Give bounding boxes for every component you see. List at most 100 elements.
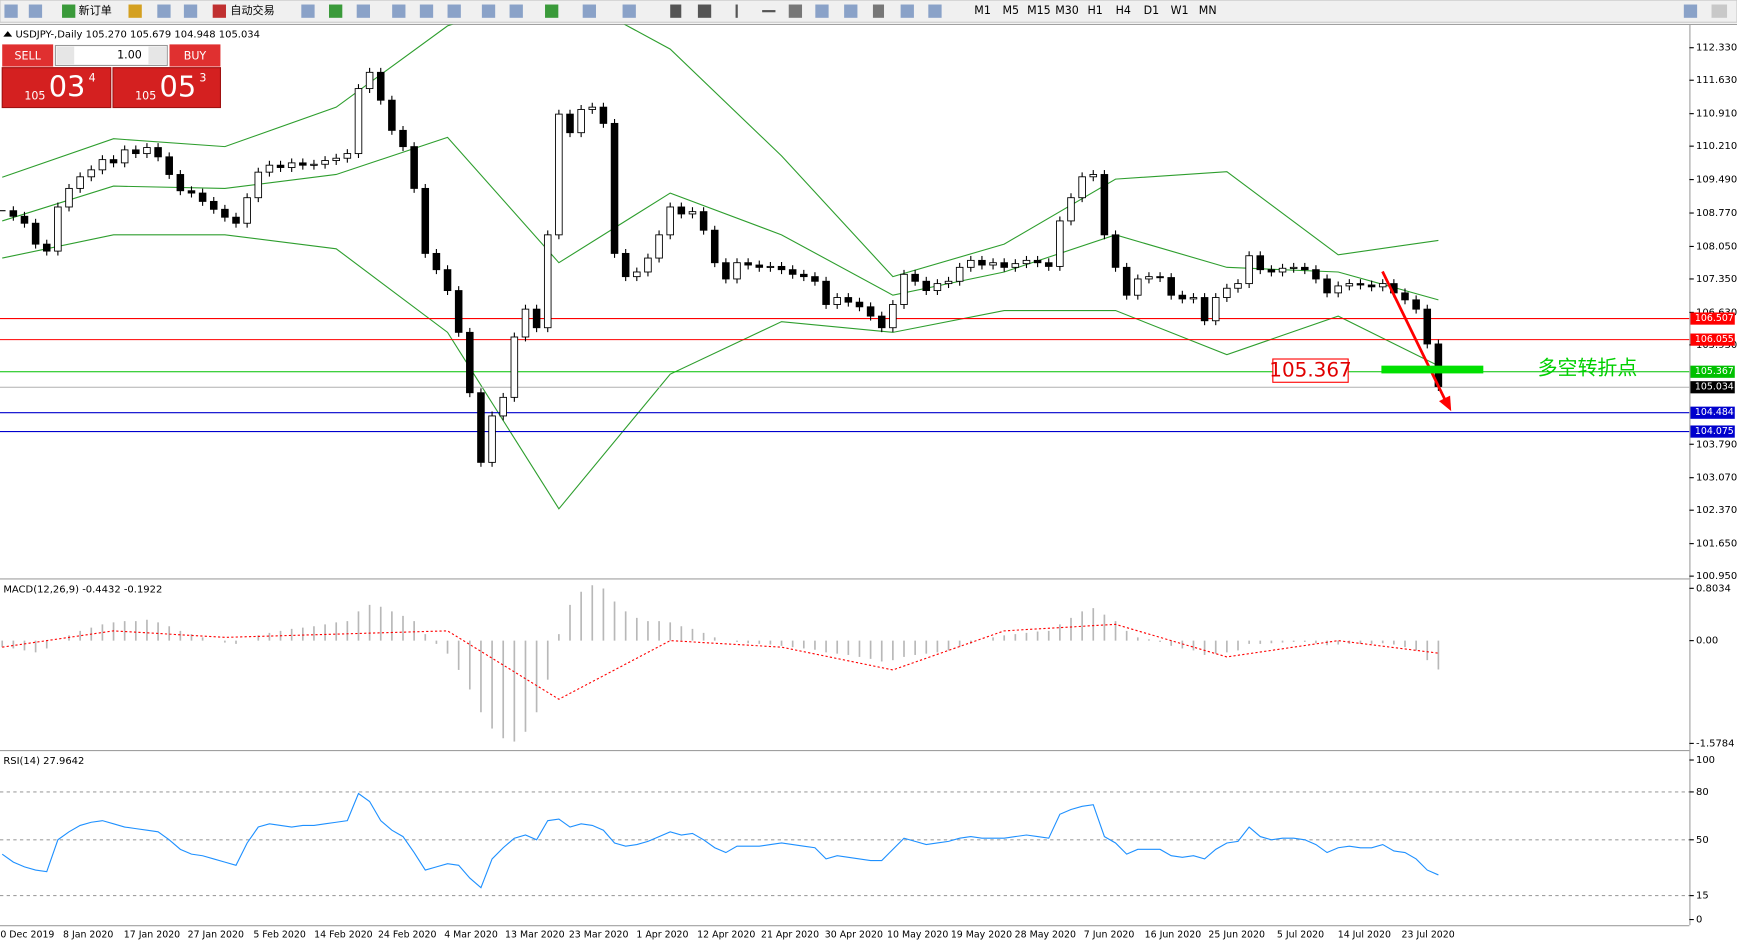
auto-trading-button[interactable]: 自动交易	[230, 3, 274, 17]
lot-up[interactable]	[148, 46, 167, 65]
candle	[1089, 174, 1098, 178]
toolbar-icons	[4, 4, 1728, 18]
candle	[254, 171, 263, 199]
price-note: 105.367	[1269, 358, 1351, 382]
x-tick-label: 21 Apr 2020	[761, 930, 819, 941]
candle	[1423, 308, 1432, 345]
candle	[343, 153, 352, 159]
buy-price-big: 105	[135, 89, 156, 102]
one-click-trading: SELL 1.00 BUY 105 03 4 105 05 3	[1, 44, 222, 109]
candle	[299, 162, 307, 166]
candle	[354, 88, 363, 155]
pivot-note: 多空转折点	[1538, 355, 1638, 379]
x-tick-label: 30 Dec 2019	[0, 930, 54, 941]
price-level-tag	[1690, 312, 1735, 325]
x-tick-label: 24 Feb 2020	[378, 930, 437, 941]
price-pane	[0, 24, 1690, 510]
candle	[1267, 269, 1276, 273]
candle	[154, 147, 162, 158]
candle	[232, 216, 240, 224]
x-tick-label: 14 Jul 2020	[1338, 930, 1391, 941]
timeframe-button[interactable]: M5	[1002, 4, 1019, 17]
candle	[655, 234, 663, 259]
buy-button[interactable]	[169, 44, 221, 67]
chart-header: USDJPY-,Daily 105.270 105.679 104.948 10…	[16, 29, 261, 40]
x-tick-label: 30 Apr 2020	[825, 930, 883, 941]
price-level-label: 106.055	[1695, 334, 1734, 345]
bollinger-middle	[2, 136, 1439, 301]
timeframe-button[interactable]: MN	[1199, 4, 1217, 17]
candle	[109, 159, 118, 164]
candle	[777, 265, 786, 271]
candle	[1200, 297, 1209, 322]
candle	[1011, 263, 1020, 268]
candle	[165, 156, 173, 175]
x-tick-label: 10 May 2020	[887, 930, 948, 941]
sell-price-main: 03	[49, 70, 86, 104]
timeframe-button[interactable]: H4	[1116, 4, 1131, 17]
candle	[454, 290, 463, 333]
candle	[1189, 297, 1198, 300]
candle	[1401, 292, 1409, 301]
candle	[1156, 276, 1164, 279]
y-tick-label: 112.330	[1696, 43, 1737, 54]
candle	[855, 301, 864, 308]
x-tick-label: 17 Jan 2020	[124, 930, 180, 941]
sell-button[interactable]	[2, 44, 54, 67]
candle	[499, 396, 507, 417]
candle	[666, 206, 674, 236]
candle	[265, 164, 274, 173]
candle	[900, 273, 908, 305]
x-tick-label: 13 Mar 2020	[505, 930, 565, 941]
new-order-button[interactable]: 新订单	[79, 3, 112, 17]
candle	[209, 200, 218, 210]
macd-signal	[2, 623, 1439, 700]
candle	[788, 269, 797, 275]
candle	[532, 308, 541, 329]
candle	[98, 159, 107, 171]
candle	[733, 262, 741, 280]
y-tick-label: 0.00	[1696, 636, 1718, 647]
candle	[1378, 283, 1387, 288]
timeframe-button[interactable]: D1	[1144, 4, 1160, 17]
x-tick-label: 5 Jul 2020	[1277, 930, 1324, 941]
sell-price-box[interactable]	[1, 67, 112, 109]
candle	[800, 273, 808, 278]
lot-field[interactable]	[54, 44, 168, 66]
timeframe-button[interactable]: M15	[1027, 4, 1051, 17]
timeframe-button[interactable]: H1	[1087, 4, 1102, 17]
buy-price-box[interactable]	[112, 67, 222, 109]
candle	[744, 262, 752, 266]
x-tick-label: 19 May 2020	[951, 930, 1012, 941]
candle	[9, 210, 18, 217]
y-tick-label: 102.370	[1696, 505, 1737, 516]
candle	[20, 215, 29, 224]
timeframe-button[interactable]: M1	[974, 4, 991, 17]
lot-down[interactable]	[56, 46, 75, 65]
candle	[955, 266, 964, 282]
y-tick-label: 107.350	[1696, 274, 1737, 285]
candle	[1100, 174, 1109, 236]
candle	[688, 211, 697, 215]
candle	[1289, 266, 1298, 269]
arrow-head	[1439, 395, 1452, 412]
candle	[1278, 267, 1287, 273]
price-note-box	[1272, 358, 1349, 383]
candle	[989, 262, 997, 266]
candle	[276, 164, 285, 168]
timeframe-button[interactable]: W1	[1171, 4, 1189, 17]
buy-label: BUY	[184, 50, 207, 63]
candle	[332, 157, 340, 161]
candle	[1323, 278, 1331, 294]
candle	[722, 262, 730, 280]
timeframe-button[interactable]: M30	[1055, 4, 1079, 17]
price-level-tag	[1690, 381, 1735, 394]
candle	[967, 259, 975, 268]
price-level-label: 106.507	[1695, 313, 1734, 324]
y-tick-label: 109.490	[1696, 175, 1737, 186]
candle	[1412, 299, 1420, 310]
candle	[132, 149, 140, 155]
candle	[811, 276, 819, 282]
